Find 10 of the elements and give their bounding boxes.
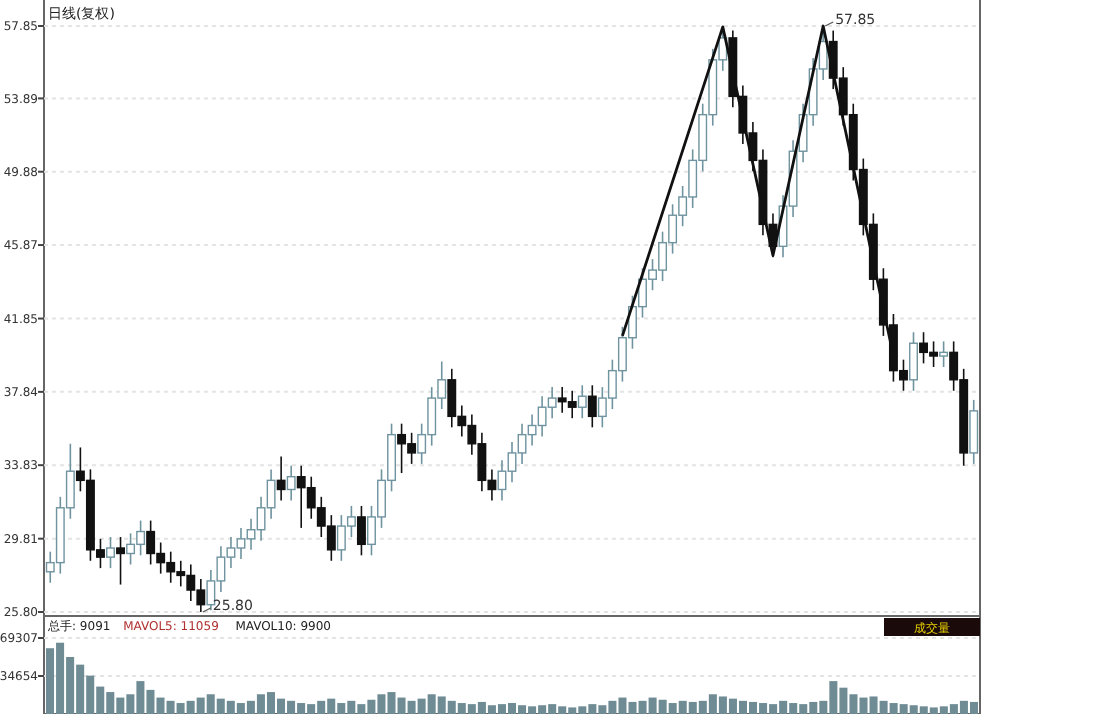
candlestick <box>577 384 587 419</box>
candlestick <box>939 340 949 368</box>
candlestick <box>969 399 979 465</box>
candlestick <box>356 505 366 557</box>
candlestick <box>587 384 597 429</box>
candlestick <box>106 536 115 569</box>
candlestick <box>909 331 918 392</box>
candlestick <box>276 455 286 502</box>
candlestick <box>286 464 296 502</box>
candlestick <box>116 536 125 586</box>
